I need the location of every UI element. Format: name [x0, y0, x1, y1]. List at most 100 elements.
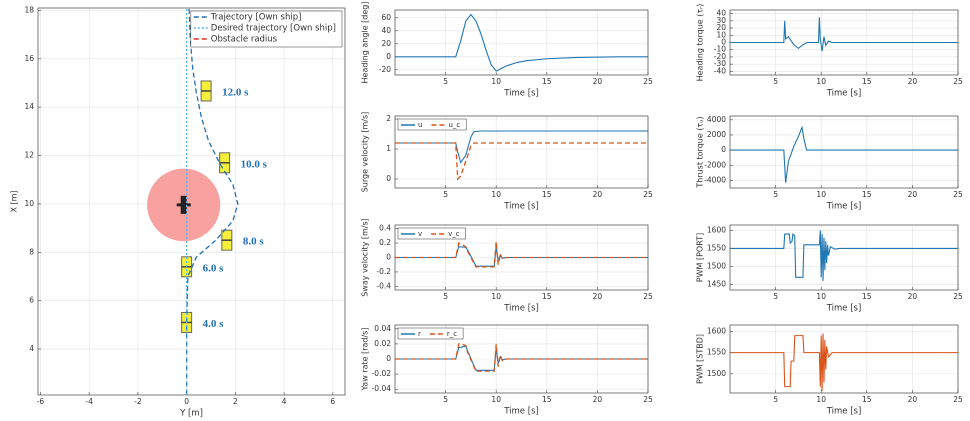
obstacle-ship-bar: [176, 203, 191, 207]
legend-label: r: [418, 330, 421, 338]
x-tick-label: 20: [908, 190, 918, 199]
y-tick-label: 1550: [707, 243, 726, 252]
y-tick-label: 1600: [707, 225, 726, 234]
y-tick-label: 12: [24, 151, 34, 160]
y-tick-label: 1500: [707, 262, 726, 271]
plot-content: [395, 241, 648, 268]
y-tick-label: -0.4: [376, 281, 391, 290]
axes-frame: [394, 324, 649, 394]
series-line: [395, 130, 648, 164]
y-tick-label: -0.2: [376, 267, 391, 276]
legend-label: v: [418, 230, 422, 238]
series-line: [395, 241, 648, 268]
y-tick-label: -0.02: [372, 369, 392, 378]
x-tick-label: 5: [443, 77, 448, 86]
y-tick-label: -30: [714, 59, 726, 68]
legend: u u_c: [397, 118, 467, 131]
legend-label: v_c: [448, 230, 460, 238]
y-tick-label: 0: [386, 354, 391, 363]
y-tick-label: 1600: [707, 326, 726, 335]
y-tick-label: 0: [721, 145, 726, 154]
y-tick-label: 0: [721, 38, 726, 47]
plot-content: [730, 333, 958, 391]
axes-frame: [729, 324, 959, 394]
x-tick-label: 25: [643, 395, 653, 404]
x-axis-label: Time [s]: [503, 89, 539, 99]
x-tick-label: 10: [491, 292, 501, 301]
ship-time-label: 8.0 s: [243, 236, 264, 248]
plot-area: [730, 325, 958, 393]
x-tick-label: 25: [953, 190, 963, 199]
x-tick-label: 10: [816, 292, 826, 301]
y-tick-label: 20: [716, 23, 726, 32]
legend: v v_c: [397, 227, 466, 240]
panel: 5 10 15 20 25 1500 1550 1600 Time [s] PWM [STBD]: [696, 324, 963, 417]
x-axis-label: Time [s]: [826, 407, 862, 417]
x-tick-label: -6: [37, 397, 45, 406]
ship-time-label: 4.0 s: [203, 318, 225, 330]
x-tick-label: 20: [593, 292, 603, 301]
plot-content: [395, 13, 648, 72]
x-tick-label: 5: [773, 292, 778, 301]
x-tick-label: 20: [593, 77, 603, 86]
x-tick-label: 25: [953, 77, 963, 86]
y-axis-label: Thrust torque (τᵤ): [696, 116, 705, 188]
panel: -6 -4 -2 0 2 4 6 4 6 8 10 12 14 16 18 Y [m] X [m] 4.0 s 6.…: [10, 5, 346, 419]
x-tick-label: 15: [862, 395, 872, 404]
series-line: [395, 343, 648, 372]
x-tick-label: 25: [643, 292, 653, 301]
ship-time-label: 10.0 s: [241, 158, 268, 170]
x-tick-label: 25: [953, 292, 963, 301]
x-tick-label: 10: [816, 77, 826, 86]
series-line: [395, 142, 648, 181]
x-tick-label: 4: [282, 397, 287, 406]
x-tick-label: 0: [184, 397, 189, 406]
legend: Trajectory [Own ship]Desired trajectory …: [190, 10, 343, 48]
panel: 5 10 15 20 25 -20 0 20 40 60 Time [s] Heading angle…: [361, 2, 653, 99]
x-tick-label: 25: [953, 395, 963, 404]
x-tick-label: 20: [908, 77, 918, 86]
y-tick-label: 14: [24, 102, 34, 111]
axes-frame: [394, 115, 649, 189]
ship-time-label: 12.0 s: [222, 86, 249, 98]
x-tick-label: 20: [593, 395, 603, 404]
panel: 5 10 15 20 25 0 1 2 Time [s] Surge velocity [m/s]…: [361, 112, 653, 212]
plot-content: [395, 130, 648, 181]
x-tick-label: 15: [862, 292, 872, 301]
series-line: [730, 125, 958, 183]
x-tick-label: 15: [542, 190, 552, 199]
y-tick-label: 18: [24, 5, 34, 14]
y-tick-label: -20: [714, 52, 726, 61]
y-tick-label: 0: [386, 174, 391, 183]
y-tick-label: 20: [381, 39, 391, 48]
x-tick-label: 15: [862, 190, 872, 199]
y-tick-label: 0: [386, 253, 391, 262]
legend-label: u: [418, 121, 422, 129]
axes-frame: [394, 224, 649, 291]
y-axis-label: Heading angle [deg]: [361, 2, 370, 84]
legend-label: Obstacle radius: [211, 35, 278, 45]
y-tick-label: 4: [29, 344, 34, 353]
y-tick-label: 1: [386, 144, 391, 153]
x-tick-label: 5: [773, 395, 778, 404]
x-tick-label: 6: [330, 397, 335, 406]
x-tick-label: 2: [233, 397, 238, 406]
x-tick-label: 5: [773, 190, 778, 199]
axes-frame: [729, 115, 959, 189]
y-tick-label: 1550: [707, 348, 726, 357]
x-axis-label: Time [s]: [503, 202, 539, 212]
y-axis-label: Surge velocity [m/s]: [361, 112, 370, 193]
legend: r r_c: [397, 327, 464, 340]
x-tick-label: 10: [491, 77, 501, 86]
y-axis-label: PWM [PORT]: [696, 233, 705, 282]
y-axis-label: Heading torque (τᵣ): [696, 4, 705, 82]
axes-frame: [729, 224, 959, 291]
y-tick-label: 4000: [707, 115, 726, 124]
y-tick-label: -10: [714, 45, 726, 54]
y-axis-label: Sway velocity [m/s]: [361, 218, 370, 297]
plot-content: [147, 8, 239, 395]
axes-frame: [729, 9, 959, 76]
x-axis-label: Time [s]: [826, 89, 862, 99]
